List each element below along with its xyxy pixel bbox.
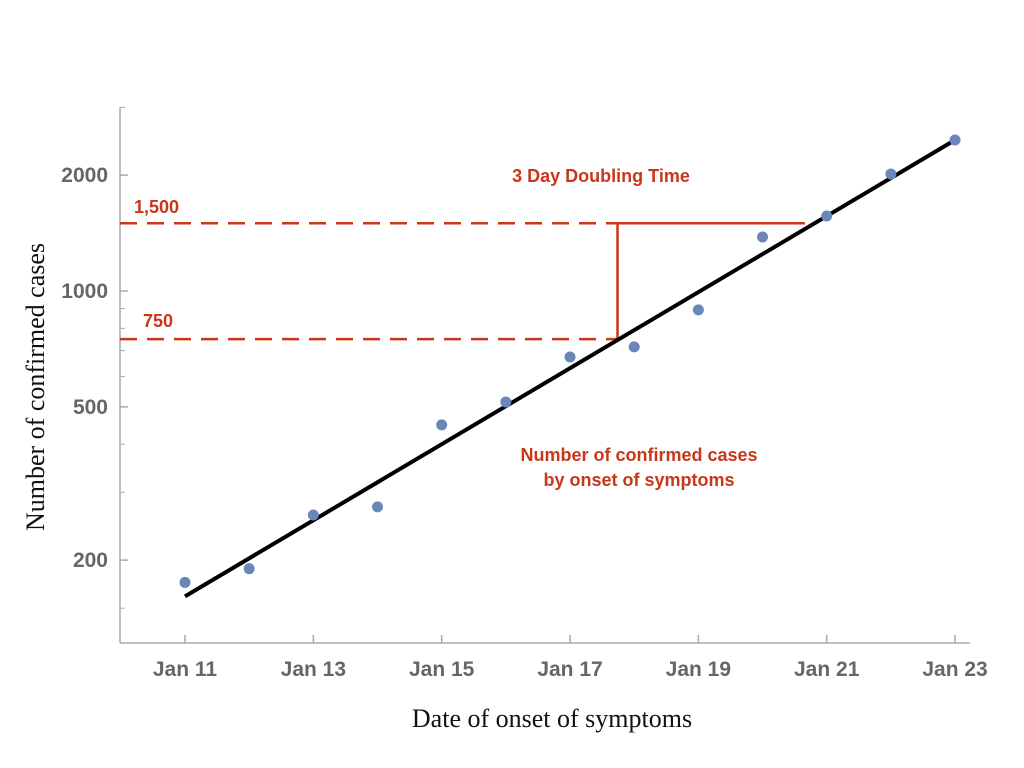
y-axis-title: Number of confirmed cases — [21, 243, 50, 531]
x-tick-label: Jan 15 — [409, 658, 475, 681]
data-point — [949, 134, 961, 146]
data-point — [500, 396, 512, 408]
y-tick-label: 1000 — [61, 280, 108, 303]
annotations — [120, 221, 805, 341]
data-point — [692, 304, 704, 316]
data-point — [757, 231, 769, 243]
data-point — [564, 351, 576, 363]
y-tick-label: 200 — [73, 549, 108, 572]
x-tick-label: Jan 19 — [666, 658, 731, 681]
level-high-label: 1,500 — [134, 197, 179, 217]
data-point — [307, 509, 319, 521]
data-point — [372, 501, 384, 513]
y-tick-label: 500 — [73, 396, 108, 419]
x-tick-label: Jan 13 — [281, 658, 346, 681]
doubling-title: 3 Day Doubling Time — [512, 166, 690, 186]
data-point — [821, 210, 833, 222]
x-tick-label: Jan 21 — [794, 658, 860, 681]
data-point — [243, 563, 255, 575]
level-low-label: 750 — [143, 311, 173, 331]
ticks: 200 500 1000 2000 Jan 11 Jan 13 Jan 15 Jan 17 Ja… — [61, 106, 988, 681]
x-tick-label: Jan 11 — [153, 658, 218, 681]
x-axis-title: Date of onset of symptoms — [412, 704, 692, 733]
series-label-line1: Number of confirmed cases — [520, 445, 757, 465]
data-point — [628, 341, 640, 353]
y-tick-label: 2000 — [61, 164, 108, 187]
series-label-line2: by onset of symptoms — [543, 470, 734, 490]
fit-line — [183, 138, 957, 599]
data-points — [179, 134, 961, 588]
data-point — [885, 168, 897, 180]
axes — [119, 107, 970, 644]
x-tick-label: Jan 17 — [537, 658, 602, 681]
data-point — [436, 419, 448, 431]
x-tick-label: Jan 23 — [922, 658, 987, 681]
data-point — [179, 576, 191, 588]
